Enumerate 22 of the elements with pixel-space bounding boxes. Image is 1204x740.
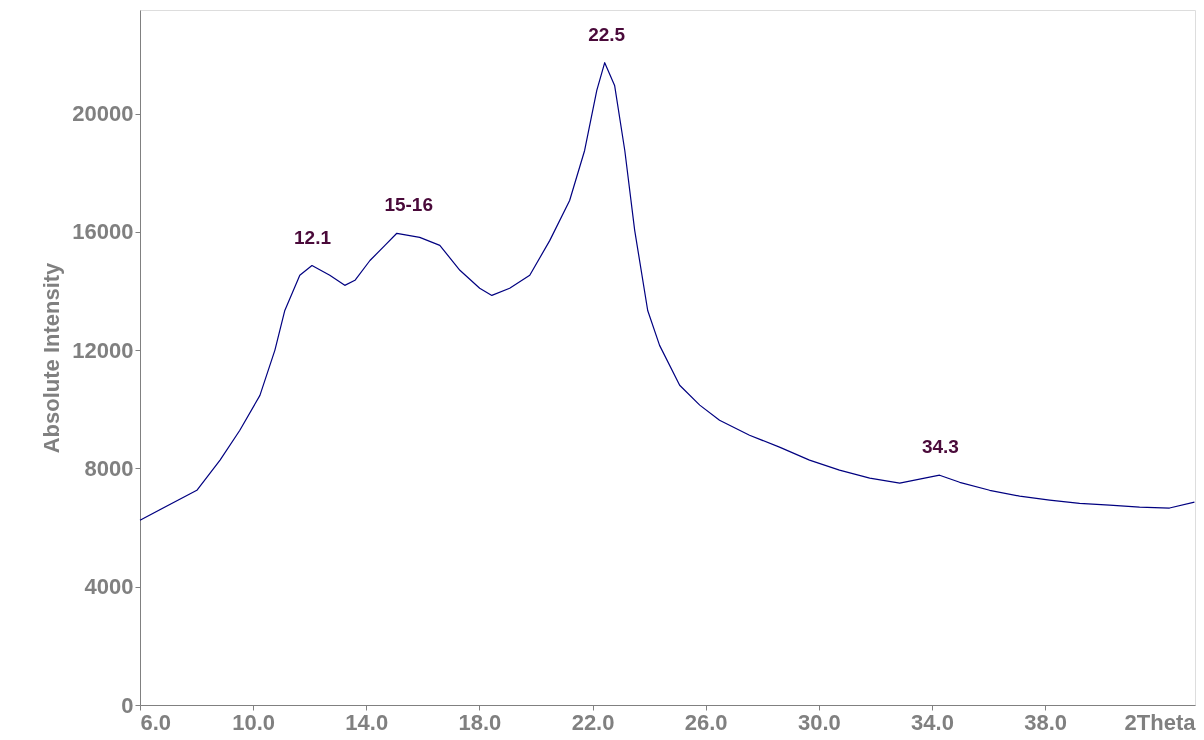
x-tick-label: 18.0	[458, 709, 502, 735]
x-tick-label: 10.0	[232, 709, 276, 735]
x-tick-label: 6.0	[140, 709, 172, 735]
line-series	[139, 62, 1196, 521]
x-tick-label: 14.0	[345, 709, 389, 735]
y-tick-label: 16000	[72, 219, 134, 245]
x-tick-label: 30.0	[797, 709, 841, 735]
y-tick-label: 4000	[84, 574, 134, 600]
annotation: 22.5	[588, 23, 626, 45]
y-axis-title: Absolute Intensity	[39, 261, 65, 454]
annotation: 15-16	[384, 194, 433, 216]
y-tick-label: 20000	[72, 101, 134, 127]
x-tick-label: 38.0	[1024, 709, 1068, 735]
y-tick-label: 8000	[84, 455, 134, 481]
y-tick-label: 0	[121, 692, 134, 718]
x-tick-label: 34.0	[911, 709, 954, 735]
y-tick-label: 12000	[72, 337, 134, 363]
x-tick-label: 22.0	[571, 709, 615, 735]
x-axis-title: 2Theta	[1124, 709, 1197, 735]
annotation: 34.3	[921, 436, 959, 458]
annotation: 12.1	[294, 226, 332, 248]
x-tick-label: 26.0	[684, 709, 728, 735]
